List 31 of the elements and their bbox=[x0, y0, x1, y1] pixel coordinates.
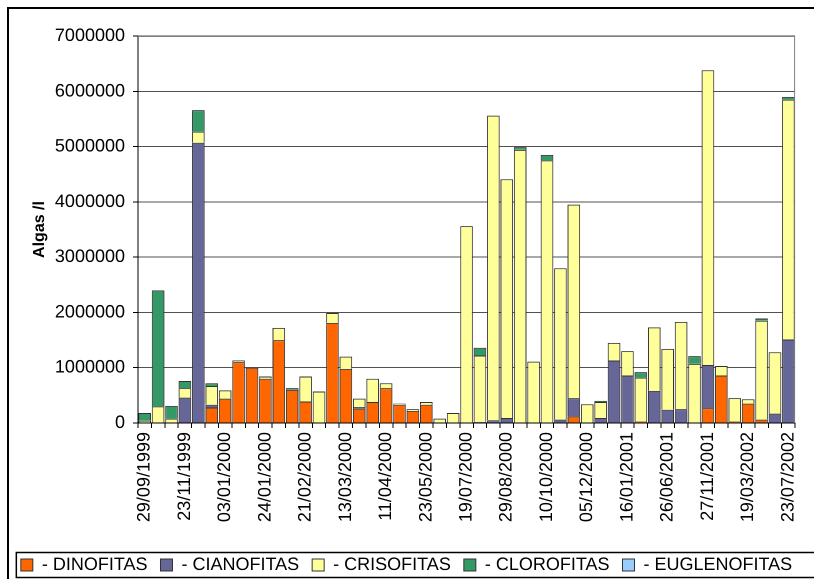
y-tick-label: 0 bbox=[114, 412, 125, 432]
y-tick-label: 1000000 bbox=[54, 356, 125, 377]
y-tick-label: 5000000 bbox=[54, 136, 125, 156]
x-tick-label: 03/01/2000 bbox=[214, 432, 234, 522]
x-tick-label: 10/10/2000 bbox=[536, 432, 556, 522]
x-tick-label: 29/08/2000 bbox=[496, 432, 516, 522]
legend-label: - DINOFITAS bbox=[42, 554, 148, 574]
y-tick-label: 3000000 bbox=[54, 246, 125, 266]
x-tick-label: 23/11/1999 bbox=[174, 432, 194, 521]
x-tick-label: 29/09/1999 bbox=[134, 432, 154, 522]
x-tick-label: 05/12/2000 bbox=[576, 432, 596, 522]
legend-label: - CIANOFITAS bbox=[181, 554, 300, 574]
y-tick-label: 6000000 bbox=[54, 80, 125, 100]
x-tick-label: 23/05/2000 bbox=[415, 432, 436, 522]
x-tick-label: 23/07/2002 bbox=[777, 432, 798, 522]
x-tick-label: 24/01/2000 bbox=[254, 432, 274, 522]
y-tick-label: 7000000 bbox=[54, 24, 125, 45]
y-axis-title: Algas /l bbox=[31, 201, 48, 258]
x-tick-label: 27/11/2001 bbox=[696, 432, 717, 521]
x-tick-label: 16/01/2001 bbox=[616, 432, 636, 522]
legend-label: - EUGLENOFITAS bbox=[643, 554, 792, 574]
x-tick-label: 11/04/2000 bbox=[375, 432, 396, 521]
x-tick-label: 21/02/2000 bbox=[294, 432, 315, 522]
x-tick-label: 19/07/2000 bbox=[456, 432, 476, 522]
x-tick-label: 19/03/2002 bbox=[737, 432, 758, 522]
x-tick-label: 13/03/2000 bbox=[334, 432, 355, 522]
legend-label: - CRISOFITAS bbox=[333, 554, 451, 574]
legend-label: - CLOROFITAS bbox=[484, 554, 610, 574]
y-tick-label: 2000000 bbox=[54, 301, 125, 322]
y-tick-label: 4000000 bbox=[54, 190, 125, 211]
x-tick-label: 26/06/2001 bbox=[656, 432, 677, 522]
